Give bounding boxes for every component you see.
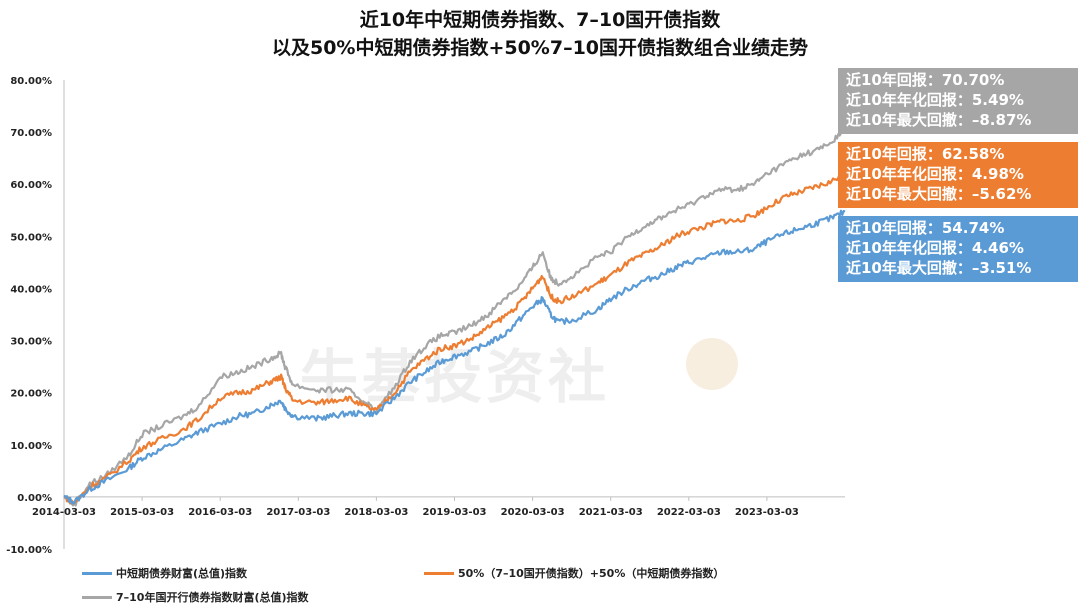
stats-box-blue: 近10年回报：54.74% 近10年年化回报：4.46% 近10年最大回撤：–3… [838,216,1078,282]
stats-return-blue: 近10年回报：54.74% [846,219,1005,237]
y-tick-label: 0.00% [17,493,52,504]
series-line-1 [63,169,846,505]
watermark-bull-logo-icon [686,338,738,390]
stats-annual-gray: 近10年年化回报：5.49% [846,91,1024,109]
legend-item-short-term-bond: 中短期债券财富(总值)指数 [82,563,247,583]
series-line-2 [63,126,846,507]
legend-item-cdb-bond: 7–10年国开行债券指数财富(总值)指数 [82,587,309,607]
legend-swatch-gray [82,595,112,599]
y-tick-label: 20.00% [10,389,52,400]
stats-box-gray: 近10年回报：70.70% 近10年年化回报：5.49% 近10年最大回撤：–8… [838,68,1078,134]
title-line-2: 以及50%中短期债券指数+50%7–10国开债指数组合业绩走势 [271,37,809,59]
legend-label-combo: 50%（7–10国开债指数）+50%（中短期债券指数） [458,567,725,580]
stats-annual-orange: 近10年年化回报：4.98% [846,165,1024,183]
series-line-0 [63,209,846,505]
stats-annual-blue: 近10年年化回报：4.46% [846,239,1024,257]
y-tick-label: -10.00% [6,545,52,556]
x-tick-label: 2018-03-03 [344,507,408,518]
y-tick-label: 40.00% [10,284,52,295]
stats-drawdown-gray: 近10年最大回撤：–8.87% [846,111,1032,129]
legend-label-short-term-bond: 中短期债券财富(总值)指数 [116,567,248,580]
y-tick-label: 70.00% [10,128,52,139]
x-tick-label: 2017-03-03 [266,507,330,518]
stats-return-gray: 近10年回报：70.70% [846,71,1005,89]
y-tick-label: 80.00% [10,76,52,87]
y-tick-label: 60.00% [10,180,52,191]
x-tick-label: 2019-03-03 [423,507,487,518]
y-tick-label: 10.00% [10,441,52,452]
stats-drawdown-orange: 近10年最大回撤：–5.62% [846,185,1032,203]
y-tick-label: 30.00% [10,337,52,348]
legend-item-combo: 50%（7–10国开债指数）+50%（中短期债券指数） [424,563,724,583]
x-tick-label: 2023-03-03 [735,507,799,518]
legend-swatch-orange [424,571,454,575]
chart-title: 近10年中短期债券指数、7–10国开债指数 以及50%中短期债券指数+50%7–… [0,6,1080,62]
legend-label-cdb-bond: 7–10年国开行债券指数财富(总值)指数 [116,591,309,604]
legend-swatch-blue [82,571,112,575]
x-tick-label: 2020-03-03 [501,507,565,518]
x-tick-label: 2016-03-03 [188,507,252,518]
stats-drawdown-blue: 近10年最大回撤：–3.51% [846,259,1032,277]
stats-return-orange: 近10年回报：62.58% [846,145,1005,163]
x-tick-label: 2015-03-03 [110,507,174,518]
y-tick-label: 50.00% [10,232,52,243]
title-line-1: 近10年中短期债券指数、7–10国开债指数 [359,9,721,31]
x-tick-label: 2022-03-03 [657,507,721,518]
x-tick-label: 2014-03-03 [32,507,96,518]
x-tick-label: 2021-03-03 [579,507,643,518]
stats-box-orange: 近10年回报：62.58% 近10年年化回报：4.98% 近10年最大回撤：–5… [838,142,1078,208]
